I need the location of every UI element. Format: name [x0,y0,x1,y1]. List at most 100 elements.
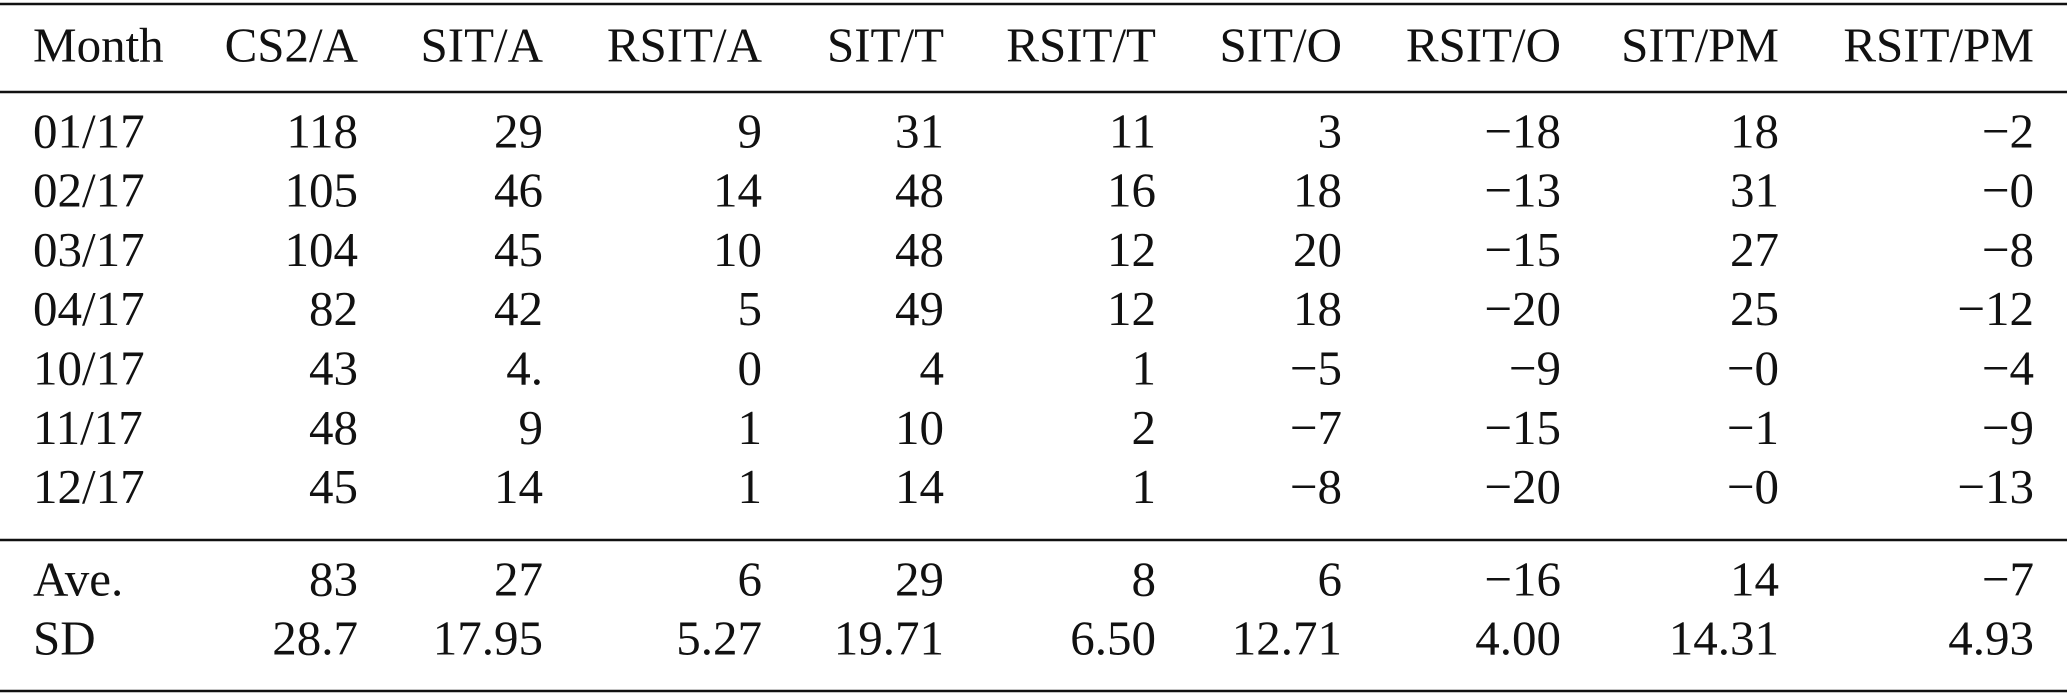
cell: 12 [1107,281,1156,336]
cell: 29 [494,103,543,158]
cell: 31 [1730,163,1779,218]
summary-cell: 8 [1132,551,1157,606]
cell: 12/17 [33,459,145,514]
cell: 1 [738,459,763,514]
cell: 43 [309,340,358,395]
header-cell: RSIT/PM [1843,17,2034,72]
cell: 1 [1132,340,1157,395]
cell: 0 [738,340,763,395]
summary-cell: 27 [494,551,543,606]
cell: 16 [1107,163,1156,218]
cell: −0 [1727,340,1779,395]
cell: −13 [1484,163,1561,218]
cell: 3 [1318,103,1343,158]
cell: 4. [506,340,543,395]
cell: 01/17 [33,103,145,158]
cell: 4 [920,340,945,395]
cell: 18 [1293,281,1342,336]
cell: 105 [285,163,359,218]
cell: −0 [1982,163,2034,218]
cell: 03/17 [33,222,145,277]
cell: 31 [895,103,944,158]
cell: −7 [1290,400,1342,455]
cell: −15 [1484,400,1561,455]
summary-cell: 28.7 [272,611,358,666]
cell: 5 [738,281,763,336]
cell: 18 [1730,103,1779,158]
summary-cell: 17.95 [433,611,543,666]
cell: 104 [285,222,359,277]
cell: 48 [895,163,944,218]
cell: 42 [494,281,543,336]
cell: 18 [1293,163,1342,218]
cell: −8 [1290,459,1342,514]
summary-cell: 4.93 [1948,611,2034,666]
cell: −18 [1484,103,1561,158]
header-cell: SIT/PM [1621,17,1779,72]
cell: −9 [1509,340,1561,395]
summary-cell: 83 [309,551,358,606]
cell: 02/17 [33,163,145,218]
header-cell: SIT/O [1220,17,1343,72]
cell: 48 [309,400,358,455]
summary-cell: 5.27 [676,611,762,666]
cell: 1 [1132,459,1157,514]
summary-cell: 14.31 [1669,611,1779,666]
cell: 10 [895,400,944,455]
cell: 45 [309,459,358,514]
cell: 14 [713,163,762,218]
cell: 9 [738,103,763,158]
cell: 04/17 [33,281,145,336]
cell: 118 [286,103,358,158]
cell: 1 [738,400,763,455]
summary-cell: 14 [1730,551,1779,606]
header-cell: RSIT/A [607,17,763,72]
cell: −15 [1484,222,1561,277]
cell: −20 [1484,281,1561,336]
summary-cell: −7 [1982,551,2034,606]
cell: 82 [309,281,358,336]
summary-cell: 6 [738,551,763,606]
summary-cell: Ave. [33,551,123,606]
cell: 10/17 [33,340,145,395]
cell: 11/17 [33,400,143,455]
cell: −4 [1982,340,2034,395]
summary-cell: 29 [895,551,944,606]
header-cell: CS2/A [225,17,359,72]
cell: 46 [494,163,543,218]
cell: 25 [1730,281,1779,336]
cell: 27 [1730,222,1779,277]
cell: −9 [1982,400,2034,455]
cell: −0 [1727,459,1779,514]
cell: 12 [1107,222,1156,277]
summary-cell: 6.50 [1070,611,1156,666]
cell: −13 [1957,459,2034,514]
cell: 49 [895,281,944,336]
cell: 14 [895,459,944,514]
cell: 45 [494,222,543,277]
cell: −8 [1982,222,2034,277]
summary-cell: 19.71 [834,611,944,666]
cell: 9 [519,400,544,455]
summary-cell: 6 [1318,551,1343,606]
header-cell: RSIT/O [1406,17,1561,72]
header-cell: Month [33,17,164,72]
cell: −2 [1982,103,2034,158]
cell: −5 [1290,340,1342,395]
summary-cell: SD [33,611,96,666]
cell: 20 [1293,222,1342,277]
header-cell: SIT/T [827,17,944,72]
cell: 11 [1109,103,1156,158]
cell: −20 [1484,459,1561,514]
header-cell: SIT/A [421,17,544,72]
summary-cell: 4.00 [1475,611,1561,666]
summary-cell: 12.71 [1232,611,1342,666]
cell: 2 [1132,400,1157,455]
cell: 10 [713,222,762,277]
header-cell: RSIT/T [1006,17,1156,72]
cell: −1 [1727,400,1779,455]
cell: 14 [494,459,543,514]
summary-cell: −16 [1484,551,1561,606]
